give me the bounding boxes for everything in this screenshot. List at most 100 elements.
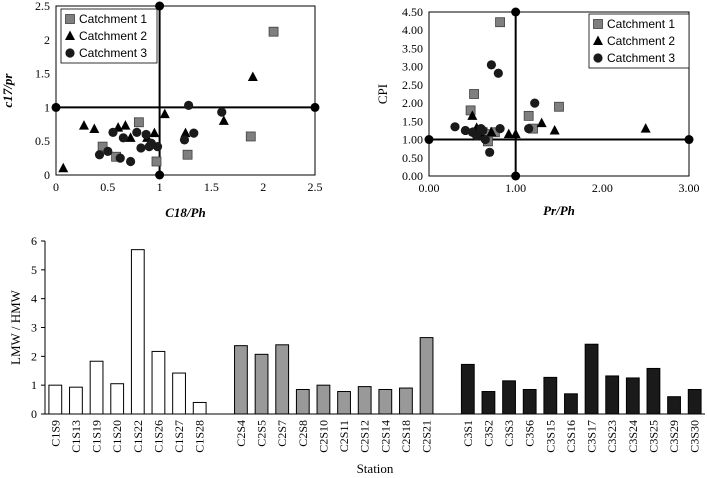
c17pr-point-catchment-2 <box>218 115 229 125</box>
bar-y-tick-label: 0 <box>31 407 37 421</box>
c17pr-ref-end-right <box>310 102 320 112</box>
bar-x-axis-title: Station <box>357 461 394 476</box>
cpi-y-axis-title: CPI <box>375 84 390 104</box>
c17pr-x-tick-label: 1.5 <box>204 180 219 194</box>
bar-C3S25 <box>646 367 661 415</box>
bar-label-C2S12: C2S12 <box>358 420 372 453</box>
c17pr-y-tick-label: 1 <box>44 100 50 114</box>
bar-C3S17 <box>584 343 599 415</box>
cpi-y-tick-label: 3.50 <box>402 41 423 55</box>
bar-C3S1 <box>460 363 475 415</box>
c17pr-point-catchment-3 <box>108 127 118 138</box>
bar-label-C3S23: C3S23 <box>605 420 619 453</box>
cpi-x-tick-label: 3.00 <box>679 181 700 195</box>
c17pr-legend-marker-2 <box>65 30 75 40</box>
c17pr-ref-end-bottom <box>155 170 165 180</box>
c17pr-legend-marker-3 <box>65 48 75 58</box>
bar-label-C1S13: C1S13 <box>69 420 83 453</box>
cpi-y-tick-label: 0.50 <box>402 151 423 165</box>
c17pr-point-catchment-1 <box>133 117 144 128</box>
cpi-y-tick-label: 1.50 <box>402 114 423 128</box>
bar-label-C3S17: C3S17 <box>585 420 599 453</box>
c17pr-point-catchment-2 <box>125 132 136 142</box>
c17pr-x-tick-label: 1 <box>157 180 163 194</box>
bar-label-C3S6: C3S6 <box>523 420 537 447</box>
c17pr-point-catchment-2 <box>120 120 131 130</box>
bar-y-tick-label: 6 <box>31 234 37 248</box>
c17pr-x-tick-label: 2 <box>260 180 266 194</box>
c17pr-legend-label: Catchment 1 <box>79 12 147 26</box>
c17pr-point-catchment-1 <box>97 141 108 152</box>
bar-y-axis-title: LMW / HMW <box>8 289 23 365</box>
c17pr-legend-marker-1 <box>65 14 75 24</box>
bar-C2S11 <box>337 391 351 415</box>
cpi-y-tick-label: 2.50 <box>402 78 423 92</box>
bar-label-C1S20: C1S20 <box>110 420 124 453</box>
bar-C1S19 <box>89 360 104 415</box>
cpi-point-catchment-2 <box>510 128 521 139</box>
cpi-ref-end-top <box>511 7 521 17</box>
cpi-legend-marker-3 <box>593 53 603 63</box>
cpi-x-tick-label: 2.00 <box>592 181 613 195</box>
c17pr-y-tick-label: 0.5 <box>35 134 50 148</box>
bar-label-C3S16: C3S16 <box>564 420 578 453</box>
bar-C3S16 <box>564 393 578 415</box>
bar-C1S9 <box>48 384 63 415</box>
c17pr-x-tick-label: 0.5 <box>100 180 115 194</box>
bar-y-tick-label: 4 <box>31 292 37 306</box>
bar-C3S23 <box>605 375 620 415</box>
bar-label-C3S15: C3S15 <box>543 420 557 453</box>
bar-C3S29 <box>667 396 681 415</box>
cpi-point-catchment-2 <box>486 126 497 137</box>
bar-label-C2S8: C2S8 <box>296 420 310 447</box>
bar-label-C2S5: C2S5 <box>255 420 269 447</box>
c17pr-point-catchment-3 <box>136 143 146 153</box>
bar-C1S22 <box>130 249 145 415</box>
bar-label-C3S24: C3S24 <box>626 420 640 453</box>
c17pr-point-catchment-2 <box>247 71 258 81</box>
cpi-point-catchment-2 <box>467 110 478 120</box>
cpi-legend-marker-1 <box>593 19 603 29</box>
bar-label-C1S9: C1S9 <box>48 420 62 447</box>
bar-label-C1S27: C1S27 <box>172 420 186 453</box>
bar-C2S18 <box>399 387 413 415</box>
c17pr-point-catchment-3 <box>118 133 128 143</box>
bar-C1S20 <box>110 383 125 415</box>
cpi-point-catchment-1 <box>554 101 564 112</box>
bar-label-C2S18: C2S18 <box>399 420 413 453</box>
bar-y-tick-label: 5 <box>31 263 37 277</box>
c17pr-point-catchment-3 <box>94 150 105 160</box>
cpi-point-catchment-3 <box>530 98 540 108</box>
bar-label-C3S3: C3S3 <box>502 420 516 447</box>
bar-label-C2S11: C2S11 <box>337 420 351 452</box>
cpi-point-catchment-3 <box>495 124 505 134</box>
cpi-point-catchment-3 <box>450 122 460 132</box>
c17pr-x-tick-label: 2.5 <box>308 180 323 194</box>
bar-C3S3 <box>502 380 516 415</box>
c17pr-x-tick-label: 0 <box>53 180 59 194</box>
c17pr-point-catchment-3 <box>103 146 113 156</box>
c17pr-legend-label: Catchment 2 <box>79 29 147 43</box>
bar-C2S21 <box>419 337 434 415</box>
cpi-legend-box <box>588 13 690 69</box>
bar-label-C1S26: C1S26 <box>151 420 165 453</box>
cpi-x-tick-label: 1.00 <box>505 181 526 195</box>
bar-label-C2S7: C2S7 <box>275 420 289 447</box>
bar-label-C1S22: C1S22 <box>131 420 145 453</box>
cpi-x-tick-label: 0.00 <box>419 181 440 195</box>
cpi-y-tick-label: 2.00 <box>402 96 423 110</box>
cpi-point-catchment-3 <box>460 125 470 136</box>
c17pr-point-catchment-3 <box>217 107 227 117</box>
c17pr-x-axis-title: C18/Ph <box>165 205 205 220</box>
c17pr-ref-end-top <box>155 1 165 11</box>
bar-label-C2S10: C2S10 <box>316 420 330 453</box>
bar-y-tick-label: 2 <box>31 349 37 363</box>
bar-C2S5 <box>254 353 269 415</box>
c17pr-ref-end-left <box>51 102 61 112</box>
c17pr-legend-box <box>60 8 158 64</box>
bar-C1S28 <box>192 401 207 415</box>
c17pr-point-catchment-3 <box>189 128 199 138</box>
cpi-y-tick-label: 1.00 <box>402 133 423 147</box>
cpi-y-tick-label: 4.00 <box>402 23 423 37</box>
